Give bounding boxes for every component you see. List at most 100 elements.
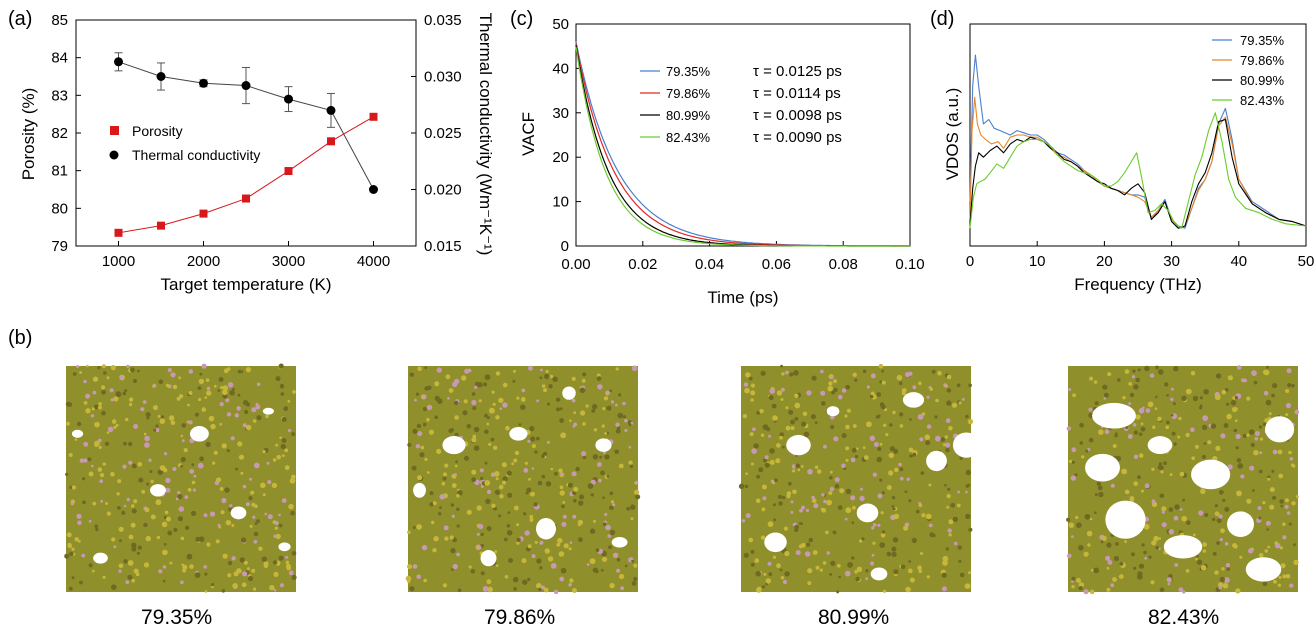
atom-dot — [253, 462, 260, 469]
atom-dot — [1158, 462, 1163, 466]
atom-dot — [769, 388, 775, 394]
atom-dot — [833, 387, 838, 392]
atom-dot — [1235, 446, 1239, 450]
atom-dot — [450, 503, 455, 507]
atom-dot — [604, 432, 608, 435]
atom-dot — [106, 376, 110, 380]
atom-dot — [780, 576, 785, 580]
atom-dot — [953, 541, 958, 546]
atom-dot — [569, 578, 574, 583]
atom-dot — [946, 388, 952, 393]
atom-dot — [1282, 535, 1287, 540]
atom-dot — [494, 471, 500, 477]
legend-label-c: 79.86% — [666, 86, 711, 101]
atom-dot — [765, 578, 771, 584]
atom-dot — [1133, 454, 1139, 459]
atom-dot — [946, 493, 951, 499]
atom-dot — [792, 489, 797, 495]
atom-dot — [1264, 549, 1269, 553]
atom-dot — [964, 584, 968, 587]
atom-dot — [526, 487, 532, 493]
x-tick-label-c: 0.00 — [561, 256, 590, 273]
atom-dot — [1173, 366, 1179, 372]
atom-dot — [165, 477, 171, 484]
atom-dot — [1253, 450, 1259, 456]
atom-dot — [866, 385, 870, 389]
atom-dot — [768, 395, 774, 401]
atom-dot — [499, 494, 504, 499]
atom-dot — [177, 494, 183, 500]
atom-dot — [881, 380, 886, 385]
atom-dot — [1224, 577, 1230, 583]
atom-dot — [253, 540, 258, 544]
atom-dot — [528, 477, 531, 481]
atom-dot — [781, 372, 785, 376]
atom-dot — [452, 381, 458, 388]
atom-dot — [907, 568, 913, 574]
atom-dot — [529, 517, 534, 523]
atom-dot — [1168, 573, 1173, 579]
atom-dot — [1287, 383, 1292, 388]
atom-dot — [71, 576, 75, 580]
atom-dot — [759, 408, 764, 414]
pore-void — [562, 386, 576, 400]
atom-dot — [258, 546, 263, 551]
atom-dot — [65, 401, 71, 407]
atom-dot — [802, 411, 808, 417]
atom-dot — [585, 404, 589, 408]
atom-dot — [779, 568, 783, 572]
atom-dot — [555, 397, 561, 402]
atom-dot — [489, 407, 495, 414]
atom-dot — [415, 444, 421, 449]
atom-dot — [516, 537, 521, 542]
atom-dot — [1191, 456, 1195, 461]
atom-dot — [133, 568, 139, 574]
atom-dot — [133, 424, 139, 429]
atom-dot — [150, 514, 156, 520]
atom-dot — [1138, 453, 1144, 458]
atom-dot — [823, 444, 827, 449]
atom-dot — [223, 368, 229, 374]
atom-dot — [125, 580, 130, 585]
atom-dot — [148, 458, 152, 462]
atom-dot — [1266, 365, 1270, 369]
atom-dot — [945, 547, 949, 551]
atom-dot — [416, 423, 422, 429]
atom-dot — [851, 556, 855, 560]
atom-dot — [1243, 378, 1248, 383]
atom-dot — [180, 464, 183, 468]
atom-dot — [501, 462, 507, 468]
atom-dot — [750, 462, 754, 466]
atom-dot — [529, 514, 534, 519]
atom-dot — [474, 385, 478, 389]
atom-dot — [143, 522, 148, 528]
atom-dot — [97, 467, 103, 472]
atom-dot — [788, 481, 792, 486]
atom-dot — [433, 536, 439, 542]
atom-dot — [965, 513, 971, 520]
atom-dot — [1078, 586, 1083, 591]
atom-dot — [1231, 407, 1238, 413]
atom-dot — [1151, 540, 1157, 546]
atom-dot — [836, 563, 841, 568]
atom-dot — [1203, 389, 1209, 395]
atom-dot — [249, 524, 253, 528]
atom-dot — [1293, 543, 1296, 547]
atom-dot — [79, 580, 83, 585]
atom-dot — [596, 376, 602, 381]
atom-dot — [498, 484, 504, 490]
atom-dot — [785, 406, 789, 410]
atom-dot — [873, 442, 879, 447]
atom-dot — [806, 542, 811, 547]
atom-dot — [1219, 538, 1223, 542]
atom-dot — [416, 574, 422, 580]
y-tick-label-a: 84 — [51, 50, 68, 67]
atom-dot — [1178, 587, 1184, 593]
atom-dot — [779, 432, 784, 437]
atom-dot — [582, 455, 587, 460]
atom-dot — [844, 517, 848, 521]
atom-dot — [772, 481, 776, 485]
atom-dot — [805, 508, 810, 512]
atom-dot — [530, 436, 536, 442]
atom-dot — [622, 401, 626, 406]
